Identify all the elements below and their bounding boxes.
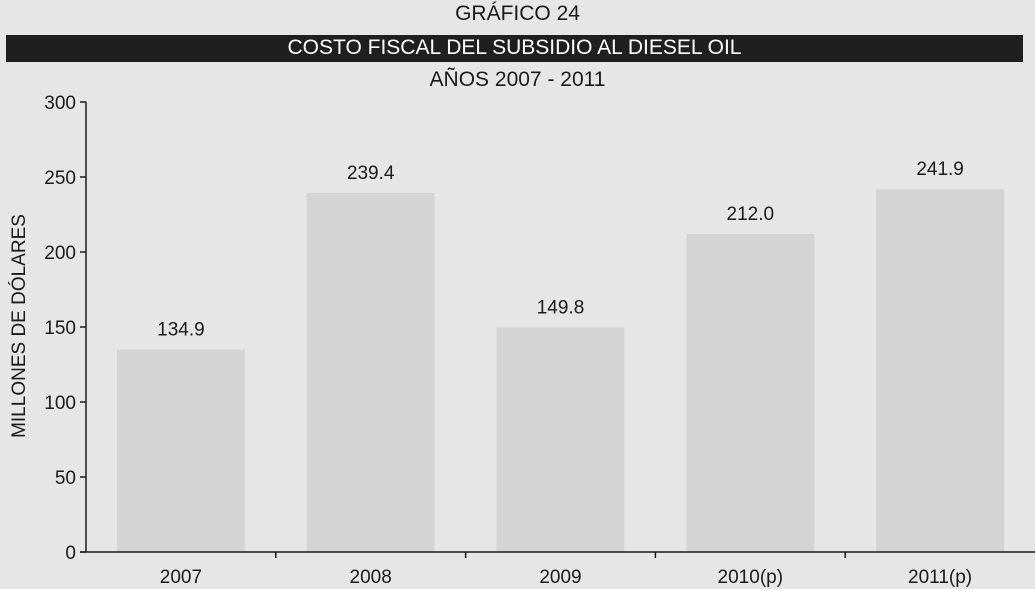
bar-2011(p) — [876, 189, 1005, 552]
axes-layer: 2007 2008 2009 2010(p) 2011(p) 0 50 100 150 200 25… — [44, 93, 1035, 588]
value-label-2008: 239.4 — [347, 163, 395, 184]
x-tick-label-2010(p): 2010(p) — [718, 567, 784, 588]
bar-2010(p) — [686, 234, 815, 552]
bar-2009 — [496, 327, 625, 552]
x-tick-label-2009: 2009 — [539, 567, 581, 588]
value-label-2011(p): 241.9 — [916, 159, 964, 180]
y-tick-label-50: 50 — [55, 468, 76, 489]
chart-subtitle: AÑOS 2007 - 2011 — [429, 68, 606, 91]
x-tick-label-2011(p): 2011(p) — [908, 567, 972, 588]
y-axis-label: MILLONES DE DÓLARES — [8, 214, 30, 438]
x-tick-label-2007: 2007 — [160, 567, 202, 588]
y-tick-label-150: 150 — [44, 318, 76, 339]
y-tick-label-100: 100 — [44, 393, 76, 414]
chart-title: COSTO FISCAL DEL SUBSIDIO AL DIESEL OIL — [287, 36, 742, 59]
y-tick-label-300: 300 — [44, 93, 76, 114]
x-tick-label-2008: 2008 — [350, 567, 392, 588]
bar-2007 — [116, 349, 245, 552]
value-label-2010(p): 212.0 — [727, 204, 775, 225]
bars-layer — [116, 189, 1005, 552]
chart-kicker: GRÁFICO 24 — [455, 2, 580, 25]
y-tick-label-200: 200 — [44, 243, 76, 264]
value-label-2009: 149.8 — [537, 297, 585, 318]
bar-2008 — [306, 192, 435, 552]
y-tick-label-0: 0 — [65, 543, 76, 564]
value-labels-layer: 134.9 239.4 149.8 212.0 241.9 — [157, 159, 964, 341]
title-bar: COSTO FISCAL DEL SUBSIDIO AL DIESEL OIL — [6, 35, 1023, 62]
value-label-2007: 134.9 — [157, 320, 205, 341]
y-tick-label-250: 250 — [44, 168, 76, 189]
